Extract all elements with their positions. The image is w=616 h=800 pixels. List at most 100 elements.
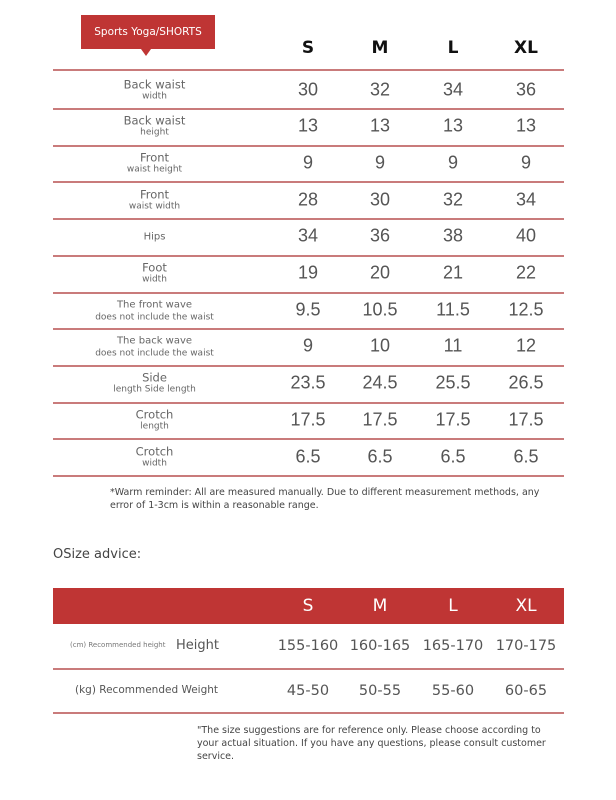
cell-value: 9 [374,152,386,173]
warm-reminder: *Warm reminder: All are measured manuall… [110,487,540,511]
row-label-line2: width [142,274,167,285]
cell-value: 24.5 [362,372,398,393]
cell-value: 9 [447,152,459,173]
row-label-line1: Hips [143,231,166,243]
cell-value: 13 [442,115,464,136]
table-row: The front wave does not include the waist… [53,291,564,331]
cell-value: 36 [369,225,391,246]
table-row: Crotch width 6.5 6.5 6.5 6.5 [53,438,564,477]
cell-value: 34 [442,79,464,99]
row-label-line2: length [140,421,169,432]
advice-size-m: M [372,596,388,616]
size-suggestion-note: "The size suggestions are for reference … [197,725,546,762]
table-row: Front waist width 28 30 32 34 [53,181,564,221]
cell-value: 32 [442,189,464,210]
cell-value: 17.5 [508,409,544,430]
height-row-value: 155-160 [277,638,339,654]
row-label: The back wave does not include the waist [83,333,226,360]
row-label: Front waist width [83,187,226,212]
size-header-s: S [301,38,315,58]
row-label: Crotch width [83,444,226,469]
cell-value: 11 [443,335,463,356]
table-row: Crotch length 17.5 17.5 17.5 17.5 [53,401,564,441]
row-label-line1: The back wave [116,335,193,347]
cell-value: 9 [302,152,314,173]
row-label: Back waist height [83,114,226,139]
row-label-line1: Crotch [135,444,174,458]
row-label-line1: Front [139,187,170,202]
size-header-xl: XL [514,38,538,58]
cell-value: 23.5 [290,372,326,393]
cell-value: 32 [369,79,391,99]
cell-value: 6.5 [367,446,393,466]
cell-value: 10.5 [362,299,398,320]
row-label-line2: waist height [126,164,183,175]
cell-value: 28 [297,189,319,210]
cell-value: 12.5 [508,299,544,320]
table-row: Back waist width 30 32 34 36 [53,71,564,110]
row-label-line2: width [142,458,167,468]
cell-value: 34 [297,225,319,246]
cell-value: 6.5 [440,446,466,466]
weight-row-value: 60-65 [504,683,548,699]
cell-value: 26.5 [508,372,544,393]
cell-value: 17.5 [435,409,471,430]
chart-title-tag: Sports Yoga/SHORTS [81,15,215,56]
cell-value: 13 [297,115,319,136]
row-label: Hips [83,229,226,244]
cell-value: 17.5 [362,409,398,430]
size-header-l: L [447,38,459,58]
cell-value: 13 [515,115,537,136]
height-row-value: 170-175 [495,638,557,654]
row-label-line1: Side [142,370,167,385]
row-label-line1: Back waist [123,113,186,128]
cell-value: 30 [297,79,319,99]
advice-size-s: S [302,596,314,616]
weight-label: (kg) Recommended Weight [75,684,219,696]
table-row: The back wave does not include the waist 9… [53,328,564,367]
row-label: Crotch length [83,407,226,432]
size-header-m: M [371,38,389,58]
height-row: (cm) Recommended height Height 155-160 16… [53,624,564,670]
table-row: Hips 34 36 38 40 [53,218,564,257]
row-label-line1: Front [139,150,170,165]
row-label-line1: The front wave [116,299,193,311]
cell-value: 21 [442,262,464,283]
row-label-line1: Crotch [135,407,174,422]
table-row: Side length Side length 23.5 24.5 25.5 26.5 [53,365,564,404]
row-label: Back waist width [83,77,226,102]
row-label-line2: height [140,127,169,138]
row-label-line2: width [142,91,167,101]
row-label-line1: Foot [142,260,167,275]
row-label-line2: does not include the waist [95,348,214,359]
size-advice-heading: OSize advice: [53,547,142,562]
row-label-line2: waist width [128,201,181,212]
weight-row-value: 50-55 [358,683,402,699]
row-label: Front waist height [83,150,226,175]
cell-value: 13 [369,115,391,136]
cell-value: 30 [369,189,391,210]
cell-value: 19 [297,262,319,283]
row-label: The front wave does not include the waist [83,296,226,323]
table-row: Foot width 19 20 21 22 [53,255,564,294]
cell-value: 9 [302,335,314,356]
table-top-rule [53,69,564,71]
row-label-line1: Back waist [123,77,186,91]
row-label-line2: length Side length [113,384,196,395]
cell-value: 40 [515,225,537,246]
advice-size-xl: XL [515,596,537,616]
cell-value: 36 [515,79,537,99]
cell-value: 25.5 [435,372,471,393]
cell-value: 17.5 [290,409,326,430]
row-label: Side length Side length [83,371,226,396]
cell-value: 20 [369,262,391,283]
advice-header-bar: S M L XL [53,588,564,624]
cell-value: 22 [515,262,537,283]
height-row-value: 165-170 [422,638,484,654]
table-row: Front waist height 9 9 9 9 [53,144,564,184]
cell-value: 6.5 [513,446,539,466]
cell-value: 6.5 [295,446,321,466]
cell-value: 9.5 [295,299,321,320]
cell-value: 38 [442,225,464,246]
cell-value: 11.5 [436,299,470,320]
